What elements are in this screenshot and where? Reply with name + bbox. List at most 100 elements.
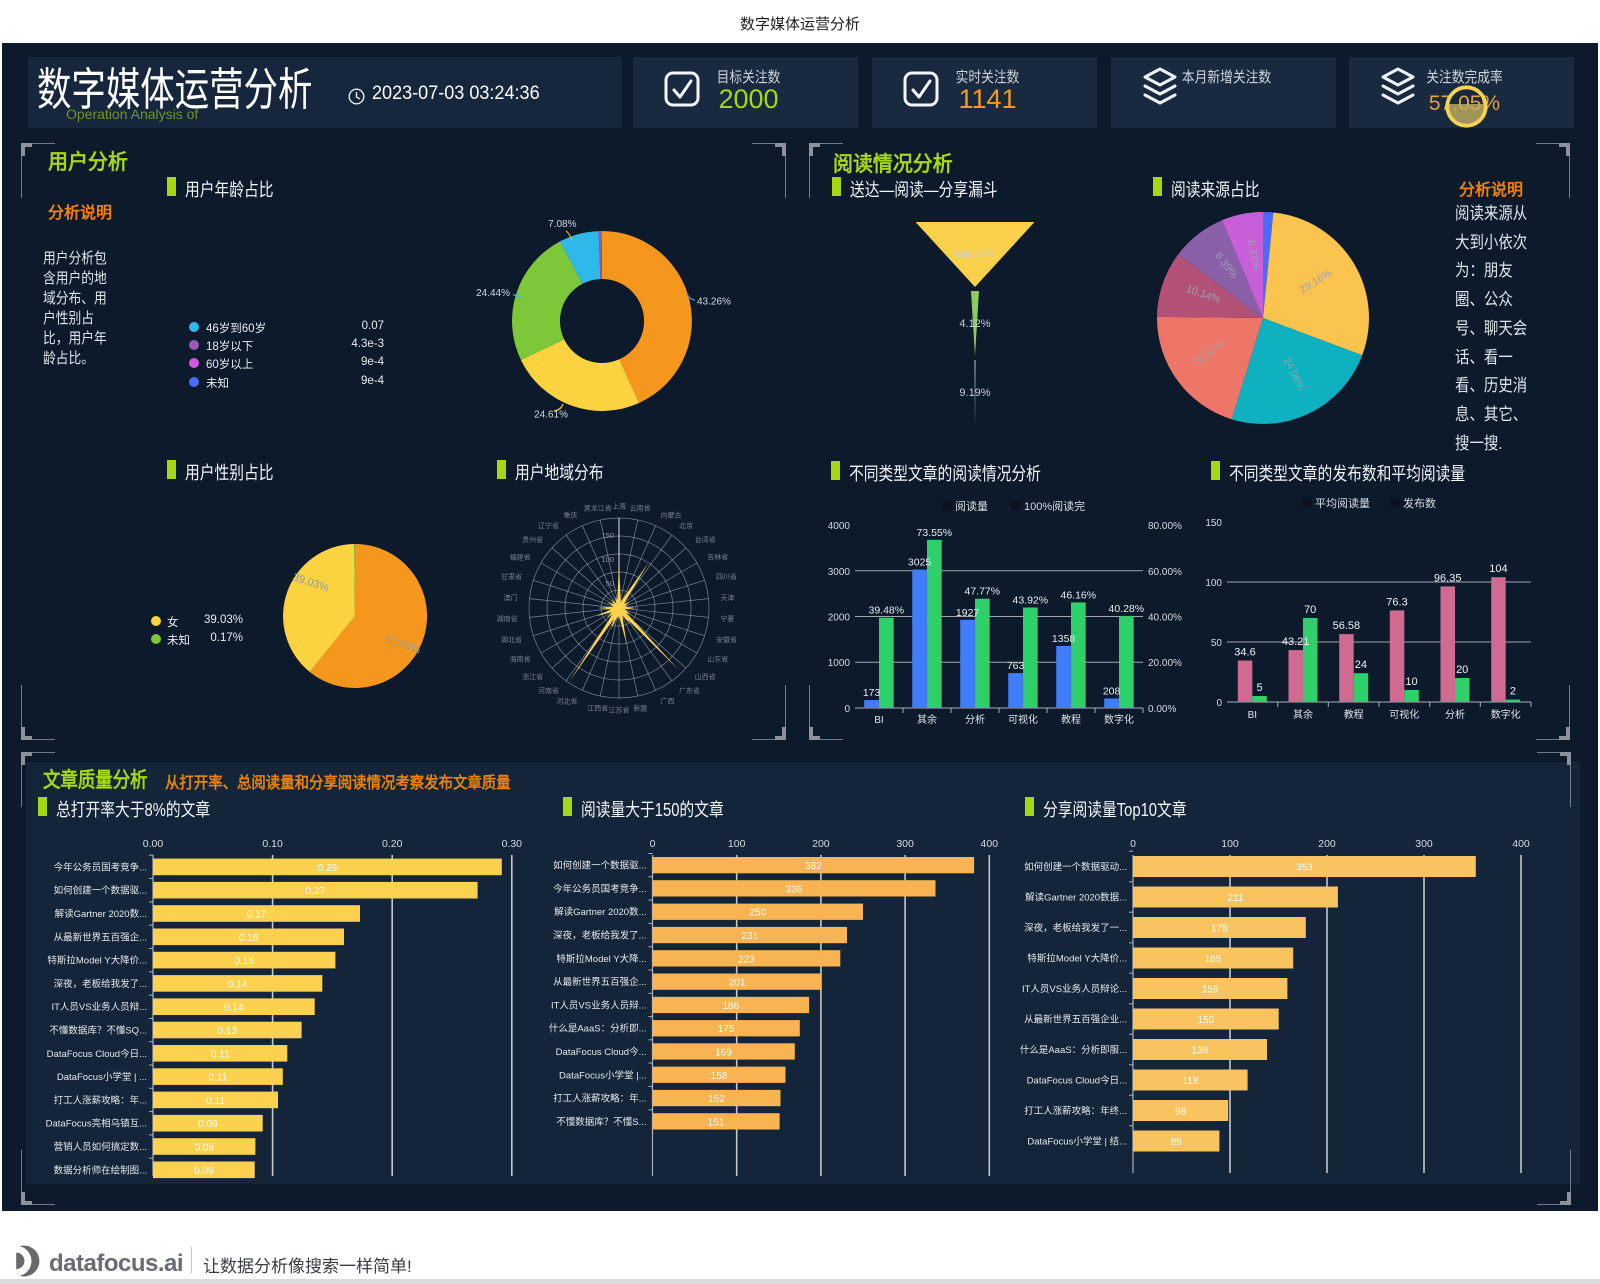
svg-text:20: 20: [1456, 664, 1468, 676]
svg-text:24: 24: [1355, 659, 1367, 671]
svg-text:0: 0: [650, 838, 656, 850]
svg-text:76.3: 76.3: [1386, 596, 1407, 608]
svg-text:150: 150: [1197, 1015, 1214, 1026]
svg-text:贵州省: 贵州省: [522, 535, 543, 544]
svg-text:175: 175: [718, 1024, 735, 1035]
svg-text:如何创建一个数据驱...: 如何创建一个数据驱...: [553, 860, 646, 872]
svg-text:152: 152: [708, 1094, 725, 1105]
svg-text:100: 100: [728, 838, 746, 850]
svg-text:0.29: 0.29: [318, 863, 338, 874]
svg-text:0.09: 0.09: [194, 1166, 214, 1177]
svg-text:4.12%: 4.12%: [959, 318, 990, 330]
svg-text:今年公务员国考竞争...: 今年公务员国考竞争...: [553, 883, 646, 895]
svg-text:1000: 1000: [828, 658, 851, 669]
svg-text:0.11: 0.11: [209, 1073, 228, 1084]
svg-text:0: 0: [1216, 698, 1222, 709]
svg-text:0.00%: 0.00%: [1148, 704, 1176, 715]
svg-text:浙江省: 浙江省: [522, 672, 543, 681]
svg-text:深夜，老板给我发了...: 深夜，老板给我发了...: [54, 978, 147, 990]
svg-text:什么是AaaS：分析即服...: 什么是AaaS：分析即服...: [1020, 1044, 1127, 1056]
svg-text:0.09: 0.09: [198, 1119, 218, 1130]
svg-text:分析: 分析: [965, 713, 985, 726]
svg-text:80.00%: 80.00%: [1148, 521, 1182, 532]
svg-text:0.11: 0.11: [211, 1049, 230, 1060]
svg-text:763: 763: [1007, 660, 1025, 672]
svg-text:教程: 教程: [1061, 713, 1081, 726]
svg-text:DataFocus小学堂 | 结...: DataFocus小学堂 | 结...: [1027, 1136, 1127, 1148]
svg-text:3025: 3025: [908, 557, 932, 569]
svg-text:2: 2: [1510, 686, 1516, 698]
svg-text:河南省: 河南省: [538, 686, 559, 695]
svg-text:0.17: 0.17: [247, 910, 267, 921]
svg-text:173: 173: [863, 687, 881, 699]
svg-text:400: 400: [981, 838, 999, 850]
svg-text:甘肃省: 甘肃省: [501, 572, 522, 581]
svg-text:0.14: 0.14: [228, 979, 248, 990]
svg-text:1927: 1927: [956, 607, 980, 619]
svg-text:BI: BI: [1248, 710, 1257, 721]
svg-text:辽宁省: 辽宁省: [538, 521, 559, 530]
svg-text:北京: 北京: [679, 521, 693, 530]
svg-text:山西省: 山西省: [695, 672, 716, 681]
svg-text:20.00%: 20.00%: [1148, 658, 1182, 669]
svg-text:广西: 广西: [661, 697, 675, 706]
svg-text:内蒙古: 内蒙古: [661, 510, 682, 519]
svg-text:从最新世界五百强企...: 从最新世界五百强企...: [54, 931, 147, 943]
svg-text:如何创建一个数据驱...: 如何创建一个数据驱...: [54, 885, 147, 897]
svg-text:天津: 天津: [720, 594, 734, 602]
svg-text:40.28%: 40.28%: [1108, 603, 1144, 615]
svg-text:深夜，老板给我发了...: 深夜，老板给我发了...: [553, 930, 646, 942]
svg-text:0.13: 0.13: [218, 1026, 238, 1037]
svg-text:DataFocus亮相乌镇互...: DataFocus亮相乌镇互...: [46, 1118, 147, 1130]
svg-text:56.58: 56.58: [1333, 620, 1361, 632]
svg-text:150: 150: [601, 531, 614, 540]
svg-text:打工人涨薪攻略：年终...: 打工人涨薪攻略：年终...: [1024, 1105, 1127, 1117]
svg-text:山东省: 山东省: [707, 655, 728, 664]
svg-text:解读Gartner 2020数...: 解读Gartner 2020数...: [554, 906, 646, 918]
svg-text:211: 211: [1228, 893, 1244, 904]
svg-text:海南省: 海南省: [510, 655, 531, 664]
svg-text:43.92%: 43.92%: [1012, 595, 1048, 607]
svg-text:江西省: 江西省: [587, 703, 608, 712]
svg-text:教程: 教程: [1344, 708, 1364, 721]
svg-text:0: 0: [844, 704, 850, 715]
svg-text:其余: 其余: [1293, 708, 1313, 721]
svg-text:1358: 1358: [1052, 633, 1076, 645]
svg-text:0.00: 0.00: [143, 838, 164, 850]
svg-text:336: 336: [786, 884, 803, 895]
svg-text:223: 223: [738, 954, 755, 965]
svg-text:231: 231: [741, 931, 758, 942]
svg-text:300: 300: [1415, 838, 1433, 850]
svg-text:4000: 4000: [828, 521, 851, 532]
svg-text:重庆: 重庆: [564, 510, 578, 519]
svg-text:四川省: 四川省: [716, 572, 737, 581]
svg-text:98: 98: [1175, 1107, 1187, 1118]
svg-text:34.6: 34.6: [1234, 647, 1255, 659]
svg-text:100: 100: [1221, 838, 1239, 850]
svg-text:70: 70: [1304, 604, 1316, 616]
svg-text:营销人员如何搞定数...: 营销人员如何搞定数...: [54, 1141, 147, 1153]
svg-text:40.00%: 40.00%: [1148, 613, 1182, 624]
svg-text:湖南省: 湖南省: [497, 614, 518, 623]
svg-text:400: 400: [1512, 838, 1530, 850]
svg-text:104: 104: [1489, 563, 1507, 575]
svg-text:382: 382: [805, 861, 822, 872]
svg-text:不懂数据库？不懂SQ...: 不懂数据库？不懂SQ...: [49, 1025, 147, 1037]
svg-text:数字化: 数字化: [1104, 713, 1134, 726]
svg-text:159: 159: [1202, 985, 1219, 996]
svg-text:从最新世界五百强企...: 从最新世界五百强企...: [553, 976, 646, 988]
svg-text:138: 138: [1192, 1046, 1209, 1057]
svg-text:169: 169: [715, 1048, 732, 1059]
svg-text:上海: 上海: [612, 502, 626, 511]
svg-text:打工人涨薪攻略：年...: 打工人涨薪攻略：年...: [553, 1093, 646, 1105]
svg-text:如何创建一个数据驱动...: 如何创建一个数据驱动...: [1024, 861, 1127, 873]
svg-text:福建省: 福建省: [510, 553, 531, 562]
svg-text:0.16: 0.16: [239, 933, 259, 944]
svg-text:353: 353: [1296, 863, 1313, 874]
svg-text:其余: 其余: [917, 713, 937, 726]
svg-text:云南省: 云南省: [630, 504, 651, 513]
svg-text:150: 150: [1205, 518, 1222, 529]
svg-text:分析: 分析: [1445, 708, 1465, 721]
svg-text:数据分析师在绘制图...: 数据分析师在绘制图...: [54, 1164, 147, 1176]
svg-text:39.48%: 39.48%: [868, 605, 904, 617]
